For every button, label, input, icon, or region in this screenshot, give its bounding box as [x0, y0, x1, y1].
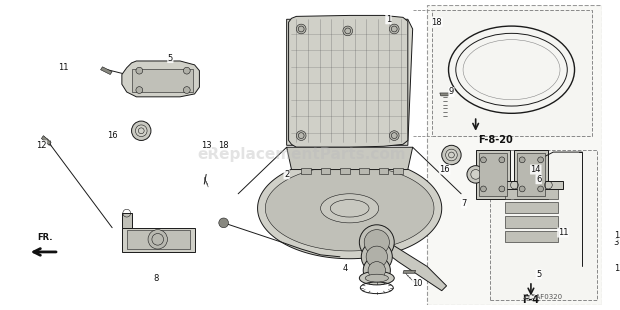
Text: 4: 4: [342, 264, 347, 273]
Circle shape: [389, 24, 399, 34]
Circle shape: [364, 230, 389, 255]
Polygon shape: [379, 242, 446, 291]
Text: 11: 11: [557, 228, 568, 237]
Text: 18: 18: [432, 18, 442, 27]
Circle shape: [296, 24, 306, 34]
Polygon shape: [42, 135, 51, 145]
Polygon shape: [500, 181, 563, 189]
Text: 1: 1: [386, 15, 391, 24]
Circle shape: [136, 67, 143, 74]
Circle shape: [363, 257, 391, 284]
Bar: [427, 5, 601, 305]
Polygon shape: [403, 270, 415, 273]
Circle shape: [343, 26, 353, 36]
Circle shape: [480, 186, 486, 192]
Polygon shape: [476, 150, 510, 199]
Ellipse shape: [365, 274, 388, 282]
Polygon shape: [505, 216, 558, 228]
Circle shape: [361, 241, 392, 272]
Circle shape: [538, 186, 544, 192]
Text: 16: 16: [440, 165, 450, 174]
Bar: [490, 150, 597, 300]
Text: 14: 14: [531, 165, 541, 174]
Polygon shape: [379, 168, 388, 175]
Text: 10: 10: [412, 279, 423, 288]
Polygon shape: [440, 93, 450, 96]
Text: 3: 3: [614, 238, 619, 247]
Circle shape: [446, 149, 458, 161]
Polygon shape: [122, 61, 200, 97]
Circle shape: [368, 262, 386, 279]
Polygon shape: [265, 166, 434, 251]
Text: 16: 16: [107, 131, 117, 140]
Polygon shape: [360, 168, 369, 175]
Text: 2: 2: [284, 170, 290, 179]
Polygon shape: [286, 19, 413, 145]
Polygon shape: [321, 168, 330, 175]
Ellipse shape: [360, 271, 394, 285]
Text: 7: 7: [461, 199, 467, 208]
Text: 17: 17: [614, 264, 620, 273]
Circle shape: [520, 157, 525, 163]
Circle shape: [441, 145, 461, 165]
Polygon shape: [393, 168, 403, 175]
Circle shape: [499, 186, 505, 192]
Circle shape: [131, 121, 151, 140]
Text: FR.: FR.: [38, 233, 53, 242]
Polygon shape: [286, 147, 413, 170]
Circle shape: [136, 87, 143, 93]
Polygon shape: [257, 158, 441, 259]
Bar: [432, 10, 592, 135]
Text: 18: 18: [218, 141, 229, 150]
Text: 11: 11: [58, 63, 69, 72]
Text: F-8-20: F-8-20: [477, 135, 513, 145]
Circle shape: [499, 157, 505, 163]
Polygon shape: [122, 228, 195, 252]
Polygon shape: [479, 153, 507, 196]
Text: 9: 9: [449, 87, 454, 96]
Text: 15: 15: [614, 231, 620, 240]
Text: 5: 5: [167, 54, 173, 63]
Polygon shape: [505, 202, 558, 213]
Text: eReplacementParts.com: eReplacementParts.com: [197, 148, 405, 162]
Circle shape: [538, 157, 544, 163]
Circle shape: [480, 157, 486, 163]
Circle shape: [389, 131, 399, 140]
Text: 13: 13: [201, 141, 211, 150]
Text: 12: 12: [36, 141, 46, 150]
Polygon shape: [288, 16, 408, 147]
Circle shape: [135, 125, 147, 137]
Polygon shape: [126, 230, 190, 249]
Polygon shape: [505, 187, 558, 199]
Text: ZY5AF0320: ZY5AF0320: [523, 294, 563, 300]
Ellipse shape: [321, 194, 379, 223]
Circle shape: [184, 87, 190, 93]
Circle shape: [366, 246, 388, 268]
Polygon shape: [301, 168, 311, 175]
Polygon shape: [505, 231, 558, 242]
Circle shape: [471, 170, 480, 179]
Polygon shape: [131, 69, 193, 92]
Circle shape: [360, 225, 394, 260]
Polygon shape: [340, 168, 350, 175]
Text: 6: 6: [536, 175, 541, 184]
Circle shape: [467, 166, 484, 183]
Circle shape: [184, 67, 190, 74]
Circle shape: [219, 218, 229, 228]
Circle shape: [520, 186, 525, 192]
Polygon shape: [100, 67, 112, 74]
Text: 5: 5: [536, 270, 541, 279]
Text: 8: 8: [153, 274, 159, 283]
Circle shape: [296, 131, 306, 140]
Polygon shape: [515, 150, 548, 199]
Polygon shape: [517, 153, 546, 196]
Circle shape: [148, 230, 167, 249]
Text: F-4: F-4: [523, 295, 539, 305]
Polygon shape: [122, 213, 131, 228]
